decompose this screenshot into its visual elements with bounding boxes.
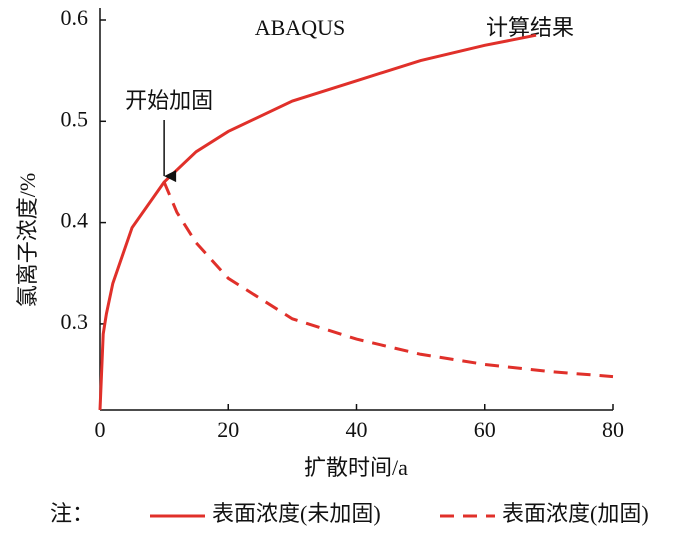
x-tick-label: 60 [474,417,496,442]
y-tick-label: 0.5 [61,106,89,131]
legend-label: 表面浓度(未加固) [212,501,381,526]
x-axis-label: 扩散时间/a [304,455,408,480]
label: ABAQUS [255,15,345,40]
x-tick-label: 20 [217,417,239,442]
series-line [98,33,537,411]
x-tick-label: 40 [346,417,368,442]
y-tick-label: 0.4 [61,208,89,233]
legend-label: 表面浓度(加固) [502,501,649,526]
annotation: 开始加固 [125,88,213,113]
legend-title: 注： [50,501,94,526]
x-tick-label: 0 [95,417,106,442]
y-tick-label: 0.6 [61,5,89,30]
y-tick-label: 0.3 [61,309,89,334]
series-line [162,181,614,379]
y-axis-label: 氯离子浓度/% [15,173,40,307]
x-tick-label: 80 [602,417,624,442]
